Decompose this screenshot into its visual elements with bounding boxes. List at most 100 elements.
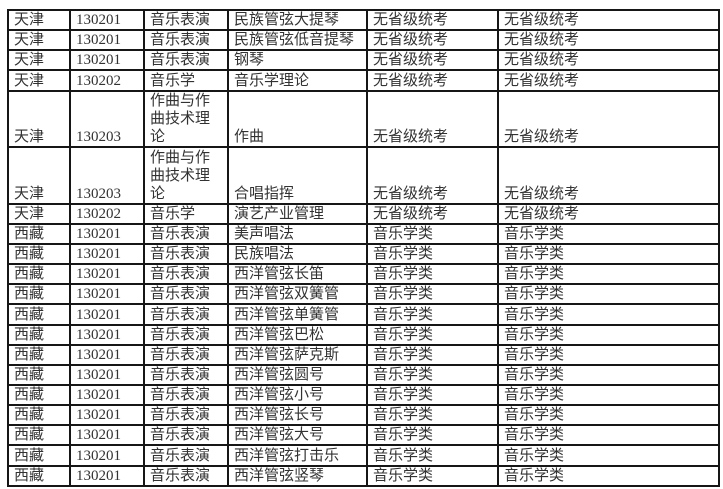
- table-cell: 130201: [69, 464, 145, 488]
- table-cell: 西藏: [7, 222, 71, 245]
- table-cell: 音乐学类: [366, 242, 499, 266]
- table-cell: 无省级统考: [366, 146, 499, 205]
- table-cell: 音乐学类: [366, 424, 499, 447]
- table-cell: 音乐学类: [366, 283, 499, 306]
- table-cell: 西藏: [7, 323, 71, 346]
- table-cell: 西藏: [7, 343, 71, 366]
- table-cell: 音乐表演: [143, 464, 229, 488]
- table-cell: 音乐表演: [143, 29, 229, 52]
- table-cell: 音乐学: [143, 202, 229, 225]
- table-cell: 音乐学类: [497, 323, 720, 346]
- table-cell: 音乐表演: [143, 424, 229, 447]
- table-cell: 无省级统考: [497, 89, 720, 149]
- table-cell: 音乐学类: [366, 404, 499, 427]
- table-cell: 音乐学: [143, 69, 229, 92]
- table-cell: 音乐学类: [497, 444, 720, 467]
- table-cell: 天津: [7, 29, 71, 52]
- table-cell: 无省级统考: [497, 8, 720, 32]
- table-cell: 作曲: [227, 89, 368, 149]
- table-cell: 130201: [69, 242, 145, 266]
- table-cell: 音乐学类: [366, 464, 499, 488]
- table-row: 西藏 130201 音乐表演 西洋管弦巴松 音乐学类 音乐学类: [7, 323, 720, 346]
- table-cell: 130201: [69, 29, 145, 52]
- table-cell: 天津: [7, 8, 71, 32]
- table-row: 天津 130203 作曲与作曲技术理论 合唱指挥 无省级统考 无省级统考: [7, 146, 720, 205]
- table-cell: 西洋管弦圆号: [227, 363, 368, 386]
- table-cell: 无省级统考: [497, 202, 720, 225]
- table-cell: 音乐学类: [497, 222, 720, 245]
- table-cell: 无省级统考: [366, 8, 499, 32]
- table-cell: 无省级统考: [497, 49, 720, 72]
- table-cell: 音乐学类: [366, 444, 499, 467]
- document-page: { "colors": { "background": "#ffffff", "…: [0, 8, 723, 489]
- table-cell: 天津: [7, 146, 71, 205]
- table-cell: 天津: [7, 49, 71, 72]
- table-cell: 音乐表演: [143, 49, 229, 72]
- table-cell: 130201: [69, 343, 145, 366]
- table-cell: 音乐学理论: [227, 69, 368, 92]
- table-cell: 西藏: [7, 263, 71, 286]
- table-cell: 音乐学类: [366, 303, 499, 326]
- table-cell: 音乐学类: [497, 464, 720, 488]
- table-cell: 钢琴: [227, 49, 368, 72]
- table-cell: 音乐学类: [497, 263, 720, 286]
- table-row: 西藏 130201 音乐表演 西洋管弦打击乐 音乐学类 音乐学类: [7, 444, 720, 467]
- table-cell: 西洋管弦小号: [227, 383, 368, 407]
- table-row: 天津 130203 作曲与作曲技术理论 作曲 无省级统考 无省级统考: [7, 89, 720, 149]
- table-row: 西藏 130201 音乐表演 西洋管弦长号 音乐学类 音乐学类: [7, 404, 720, 427]
- table-cell: 音乐表演: [143, 242, 229, 266]
- table-cell: 无省级统考: [497, 69, 720, 92]
- table-row: 西藏 130201 音乐表演 西洋管弦单簧管 音乐学类 音乐学类: [7, 303, 720, 326]
- table-row: 西藏 130201 音乐表演 民族唱法 音乐学类 音乐学类: [7, 242, 720, 266]
- table-cell: 作曲与作曲技术理论: [143, 146, 229, 205]
- table-row: 西藏 130201 音乐表演 西洋管弦小号 音乐学类 音乐学类: [7, 383, 720, 407]
- table-cell: 无省级统考: [366, 69, 499, 92]
- table-cell: 作曲与作曲技术理论: [143, 89, 229, 149]
- table-cell: 无省级统考: [366, 49, 499, 72]
- table-cell: 130202: [69, 69, 145, 92]
- table-cell: 130201: [69, 263, 145, 286]
- table-cell: 无省级统考: [497, 146, 720, 205]
- table-row: 西藏 130201 音乐表演 西洋管弦双簧管 音乐学类 音乐学类: [7, 283, 720, 306]
- table-cell: 130201: [69, 303, 145, 326]
- table-cell: 音乐表演: [143, 383, 229, 407]
- table-cell: 民族管弦大提琴: [227, 8, 368, 32]
- table-cell: 西洋管弦打击乐: [227, 444, 368, 467]
- table-cell: 西藏: [7, 404, 71, 427]
- table-cell: 音乐表演: [143, 283, 229, 306]
- table-cell: 音乐学类: [497, 303, 720, 326]
- table-cell: 130201: [69, 363, 145, 386]
- table-cell: 130201: [69, 222, 145, 245]
- table-cell: 130201: [69, 323, 145, 346]
- table-cell: 无省级统考: [366, 202, 499, 225]
- table-cell: 音乐表演: [143, 222, 229, 245]
- table-row: 西藏 130201 音乐表演 西洋管弦长笛 音乐学类 音乐学类: [7, 263, 720, 286]
- table-cell: 130201: [69, 49, 145, 72]
- table-cell: 音乐学类: [366, 363, 499, 386]
- table-cell: 西藏: [7, 464, 71, 488]
- table-cell: 无省级统考: [366, 89, 499, 149]
- table-cell: 音乐学类: [366, 222, 499, 245]
- table-cell: 音乐学类: [497, 283, 720, 306]
- table-cell: 音乐表演: [143, 404, 229, 427]
- table-row: 西藏 130201 音乐表演 西洋管弦竖琴 音乐学类 音乐学类: [7, 464, 720, 488]
- table-cell: 西洋管弦大号: [227, 424, 368, 447]
- table-cell: 合唱指挥: [227, 146, 368, 205]
- table-cell: 音乐表演: [143, 303, 229, 326]
- table-cell: 民族唱法: [227, 242, 368, 266]
- table-cell: 无省级统考: [366, 29, 499, 52]
- table-cell: 130203: [69, 89, 145, 149]
- table-cell: 天津: [7, 69, 71, 92]
- table-cell: 音乐表演: [143, 8, 229, 32]
- table-cell: 音乐表演: [143, 323, 229, 346]
- table-row: 天津 130201 音乐表演 民族管弦低音提琴 无省级统考 无省级统考: [7, 29, 720, 52]
- table-cell: 西藏: [7, 444, 71, 467]
- table-cell: 西藏: [7, 363, 71, 386]
- table-cell: 音乐学类: [497, 363, 720, 386]
- table-row: 天津 130202 音乐学 演艺产业管理 无省级统考 无省级统考: [7, 202, 720, 225]
- table-row: 西藏 130201 音乐表演 西洋管弦大号 音乐学类 音乐学类: [7, 424, 720, 447]
- table-cell: 音乐学类: [497, 383, 720, 407]
- table-cell: 西洋管弦巴松: [227, 323, 368, 346]
- table-row: 西藏 130201 音乐表演 西洋管弦萨克斯 音乐学类 音乐学类: [7, 343, 720, 366]
- table-cell: 130201: [69, 8, 145, 32]
